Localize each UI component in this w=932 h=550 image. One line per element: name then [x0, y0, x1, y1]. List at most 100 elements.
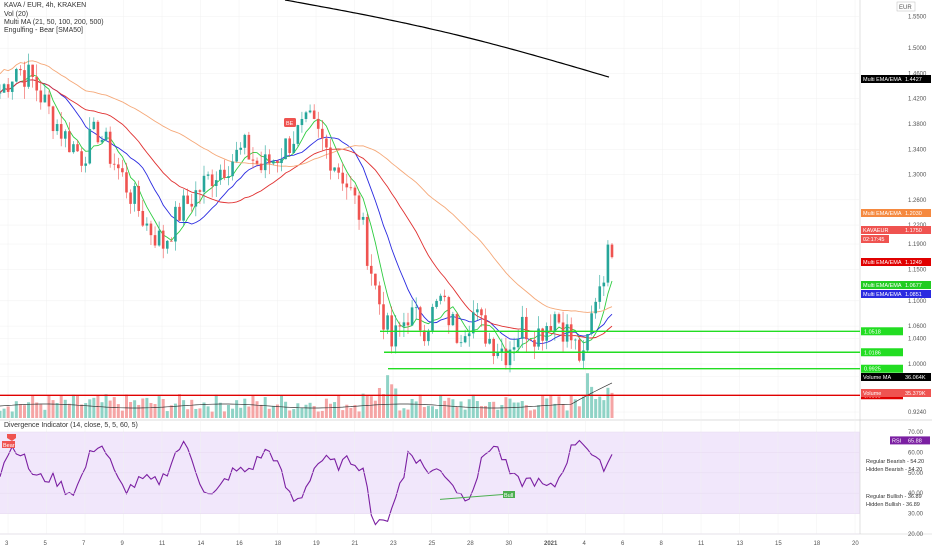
price-tick: 1.3800	[908, 122, 927, 128]
vol-indicator[interactable]: Vol (20)	[4, 11, 29, 18]
multi-ma-indicator[interactable]: Multi MA (21, 50, 100, 200, 500)	[4, 19, 104, 26]
candle-body	[414, 307, 418, 309]
price-tick: 1.2600	[908, 198, 927, 204]
price-tag-value-bg	[903, 75, 931, 83]
divergence-indicator[interactable]: Divergence Indicator (14, close, 5, 5, 6…	[4, 422, 138, 429]
rsi-level-label: Hidden Bearish - 54.20	[866, 467, 922, 473]
engulfing-indicator[interactable]: Engulfing - Bear [SMA50]	[4, 27, 83, 34]
candle-body	[504, 348, 508, 366]
candle-body	[63, 131, 67, 139]
candle-body	[68, 131, 71, 153]
volume-bar	[377, 387, 381, 418]
volume-bar	[71, 394, 75, 418]
volume-bar	[349, 407, 353, 418]
volume-bar	[169, 405, 173, 418]
candle-body	[92, 121, 96, 130]
candle-body	[557, 314, 561, 323]
price-pane[interactable]	[0, 0, 860, 418]
candle-body	[353, 187, 357, 196]
candle-body	[112, 163, 116, 165]
time-tick: 20	[852, 541, 859, 547]
candle-body	[569, 324, 573, 341]
candle-body	[463, 336, 467, 343]
volume-bar	[267, 408, 271, 418]
candle-body	[337, 167, 340, 173]
price-tag-value-bg	[903, 209, 931, 217]
candle-body	[369, 265, 373, 274]
candle-body	[533, 339, 536, 347]
volume-bar	[561, 404, 565, 418]
candle-body	[47, 94, 51, 107]
candle-body	[484, 315, 487, 344]
candle-body	[121, 168, 124, 173]
volume-bar	[210, 411, 214, 418]
volume-bar	[508, 398, 512, 418]
candle-body	[304, 112, 308, 119]
candles	[0, 53, 614, 373]
candle-body	[443, 295, 447, 298]
rsi-bull-label: Bull	[504, 493, 513, 499]
volume-bar	[231, 408, 235, 418]
volume-bar	[43, 409, 47, 418]
symbol-title[interactable]: KAVA / EUR, 4h, KRAKEN	[4, 2, 87, 9]
volume-bar	[524, 405, 528, 418]
volume-bar	[292, 409, 296, 418]
candle-body	[133, 186, 136, 204]
currency-box[interactable]	[896, 1, 916, 12]
volume-bar	[186, 409, 190, 418]
candle-body	[471, 312, 475, 334]
candle-body	[321, 128, 324, 139]
candle-body	[10, 81, 14, 92]
volume-bar	[610, 392, 614, 418]
candle-body	[39, 90, 43, 103]
candle-body	[349, 187, 353, 189]
price-tick: 1.4200	[908, 97, 927, 103]
price-tag-value: 1.2030	[905, 211, 922, 217]
candle-body	[578, 339, 581, 361]
candle-body	[435, 300, 438, 307]
volume-bar	[120, 410, 124, 418]
volume-bar	[80, 404, 84, 418]
price-tag-value: 02:17:45	[863, 237, 884, 243]
be-label: BE	[286, 121, 294, 127]
candle-body	[198, 190, 202, 192]
ma-500-line	[284, 0, 610, 78]
price-tag-value-bg	[903, 373, 931, 381]
candle-body	[104, 131, 108, 140]
volume-bar	[202, 402, 206, 418]
volume-bar	[532, 409, 536, 418]
candle-body	[418, 307, 422, 331]
volume-bar	[263, 397, 267, 418]
candle-body	[402, 322, 406, 327]
candle-body	[406, 322, 410, 326]
volume-bar	[394, 388, 398, 418]
volume-bar	[296, 403, 300, 418]
time-tick: 3	[5, 541, 9, 547]
candle-body	[500, 348, 504, 353]
candle-body	[333, 167, 336, 171]
candle-body	[480, 309, 483, 316]
volume-bar	[165, 411, 169, 418]
candle-body	[194, 190, 198, 207]
volume-bar	[51, 400, 55, 418]
candle-body	[251, 159, 255, 161]
time-tick: 14	[198, 541, 205, 547]
candle-body	[35, 76, 39, 91]
level-tag-label: 1.0186	[864, 350, 881, 356]
volume-bar	[549, 395, 553, 418]
volume-bar	[173, 403, 177, 418]
volume-bar	[459, 401, 463, 418]
price-tags: Multi EMA/EMA 5 1.4427 Multi EMA/EMA 4 1.20…	[861, 75, 931, 508]
volume-bar	[369, 396, 373, 418]
price-tag-name: Multi EMA/EMA 2	[863, 292, 906, 298]
price-tag-name-bg	[861, 290, 903, 298]
price-tag-name-bg	[861, 373, 903, 381]
volume-bar	[149, 402, 153, 418]
rsi-level-label: Hidden Bullish - 36.89	[866, 502, 920, 508]
volume-bar	[39, 404, 43, 418]
time-tick: 30	[506, 541, 513, 547]
volume-bar	[414, 401, 418, 418]
time-tick: 9	[121, 541, 125, 547]
volume-bar	[598, 396, 602, 418]
volume-bar	[426, 405, 430, 418]
